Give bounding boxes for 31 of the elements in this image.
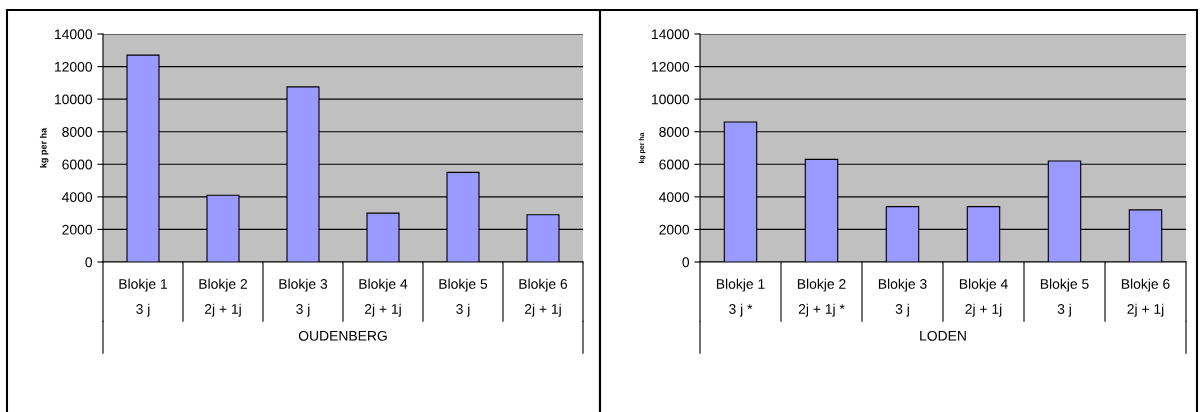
x-tick-label: Blokje 3 3 j — [279, 278, 328, 317]
y-tick-label: 4000 — [62, 192, 93, 203]
y-tick-label: 12000 — [652, 61, 690, 72]
x-tick-label: Blokje 4 2j + 1j — [359, 278, 408, 317]
x-tick-label: Blokje 6 2j + 1j — [519, 278, 568, 317]
y-tick-label: 2000 — [659, 224, 690, 235]
x-tick-label: Blokje 5 3 j — [1040, 278, 1089, 317]
y-tick-label: 14000 — [55, 29, 93, 40]
x-tick-label: Blokje 1 3 j * — [716, 278, 765, 317]
x-tick-label: Blokje 2 2j + 1j — [199, 278, 248, 317]
y-tick-label: 0 — [682, 257, 690, 268]
y-tick-label: 10000 — [55, 94, 93, 105]
y-tick-label: 6000 — [62, 159, 93, 170]
y-tick-label: 10000 — [652, 94, 690, 105]
y-tick-label: 14000 — [652, 29, 690, 40]
x-tick-label: Blokje 2 2j + 1j * — [797, 278, 846, 317]
x-tick-label: Blokje 5 3 j — [439, 278, 488, 317]
y-tick-label: 2000 — [62, 224, 93, 235]
x-tick-label: Blokje 4 2j + 1j — [959, 278, 1008, 317]
y-tick-label: 6000 — [659, 159, 690, 170]
y-tick-label: 8000 — [62, 127, 93, 137]
x-axis-title: OUDENBERG — [298, 330, 387, 341]
x-tick-label: Blokje 3 3 j — [878, 278, 927, 317]
y-tick-label: 8000 — [659, 127, 690, 137]
x-tick-label: Blokje 1 3 j — [119, 278, 168, 317]
y-axis-title: kg per ha — [39, 127, 49, 168]
y-tick-label: 12000 — [55, 61, 93, 72]
x-axis-title: LODEN — [920, 330, 966, 341]
y-tick-label: 4000 — [659, 192, 690, 203]
x-tick-label: Blokje 6 2j + 1j — [1121, 278, 1170, 317]
y-tick-label: 0 — [85, 257, 93, 268]
